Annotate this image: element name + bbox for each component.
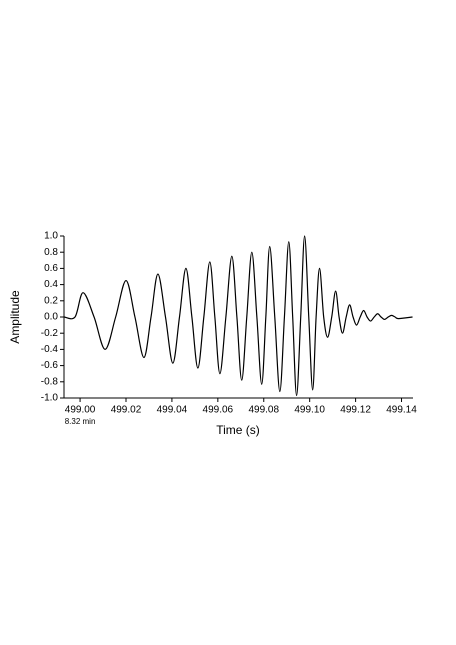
y-tick-label: 1.0 (44, 231, 58, 242)
y-tick-label: 0.0 (44, 312, 58, 323)
y-tick-label: 0.4 (44, 279, 58, 290)
y-tick-label: -0.8 (41, 376, 59, 387)
x-tick-label: 499.12 (340, 405, 371, 416)
x-tick-label: 499.00 (65, 405, 96, 416)
y-tick-label: 0.8 (44, 247, 58, 258)
y-tick-label: 0.2 (44, 295, 58, 306)
x-tick-label: 499.04 (157, 405, 188, 416)
y-tick-label: 0.6 (44, 263, 58, 274)
x-tick-label: 499.14 (386, 405, 417, 416)
annotation: 8.32 min (65, 417, 96, 426)
y-tick-label: -1.0 (41, 393, 59, 404)
data-line (63, 235, 413, 397)
y-tick-label: -0.4 (41, 344, 59, 355)
x-tick-label: 499.10 (294, 405, 325, 416)
x-tick-label: 499.02 (111, 405, 142, 416)
y-axis-label: Amplitude (8, 290, 22, 344)
x-axis-label: Time (s) (216, 423, 260, 437)
y-tick-label: -0.6 (41, 360, 59, 371)
y-tick-label: -0.2 (41, 328, 59, 339)
x-tick-label: 499.08 (248, 405, 279, 416)
x-tick-label: 499.06 (203, 405, 234, 416)
